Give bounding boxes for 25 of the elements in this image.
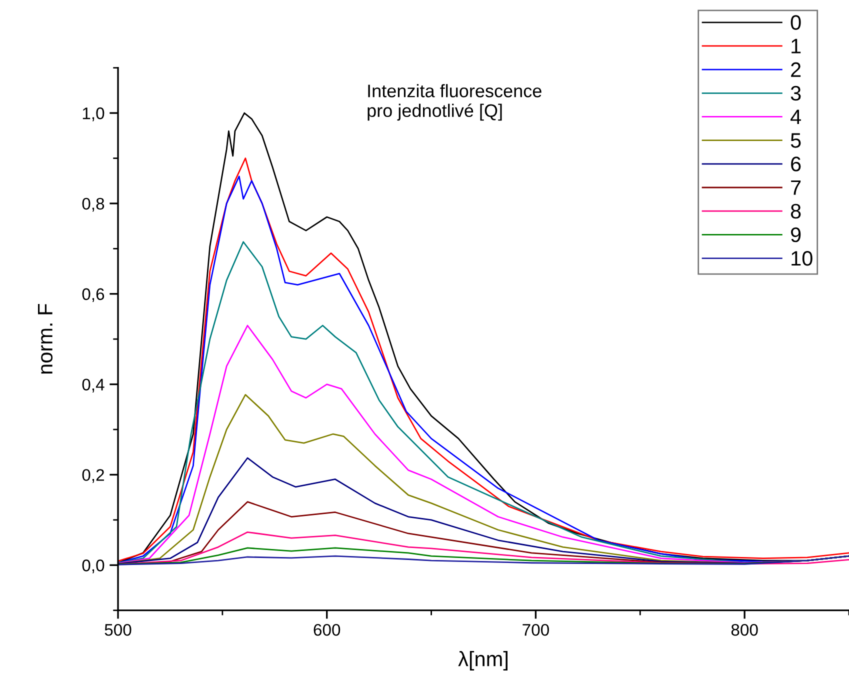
x-tick-label: 700 bbox=[522, 624, 549, 636]
legend-label: 4 bbox=[790, 110, 801, 124]
legend-label: 9 bbox=[791, 227, 801, 242]
y-tick-label: 0,2 bbox=[82, 469, 104, 483]
x-axis-title: λ[nm] bbox=[458, 651, 508, 670]
y-axis-title: norm. F bbox=[38, 304, 53, 374]
line-series bbox=[118, 555, 849, 566]
y-tick-label: 0,0 bbox=[82, 560, 104, 574]
y-tick-label: 0,8 bbox=[82, 198, 104, 212]
x-tick-label: 500 bbox=[104, 624, 132, 636]
annotation: Intenzita fluorescence pro jednotlivé [Q] bbox=[368, 84, 542, 121]
y-tick-label: 0,6 bbox=[82, 288, 104, 302]
legend-label: 10 bbox=[792, 251, 812, 266]
legend-label: 6 bbox=[791, 156, 801, 172]
legend-label: 7 bbox=[791, 180, 801, 195]
y-tick-label: 0,4 bbox=[82, 378, 104, 392]
y-tick-label: 1,0 bbox=[82, 107, 104, 122]
x-tick-label: 600 bbox=[314, 624, 340, 636]
legend-label: 8 bbox=[790, 204, 801, 219]
legend-label: 2 bbox=[791, 62, 801, 77]
legend-label: 1 bbox=[792, 38, 801, 54]
legend-label: 0 bbox=[790, 15, 801, 30]
x-tick-label: 800 bbox=[731, 624, 758, 636]
legend-label: 3 bbox=[790, 86, 801, 101]
legend-label: 5 bbox=[790, 133, 801, 148]
